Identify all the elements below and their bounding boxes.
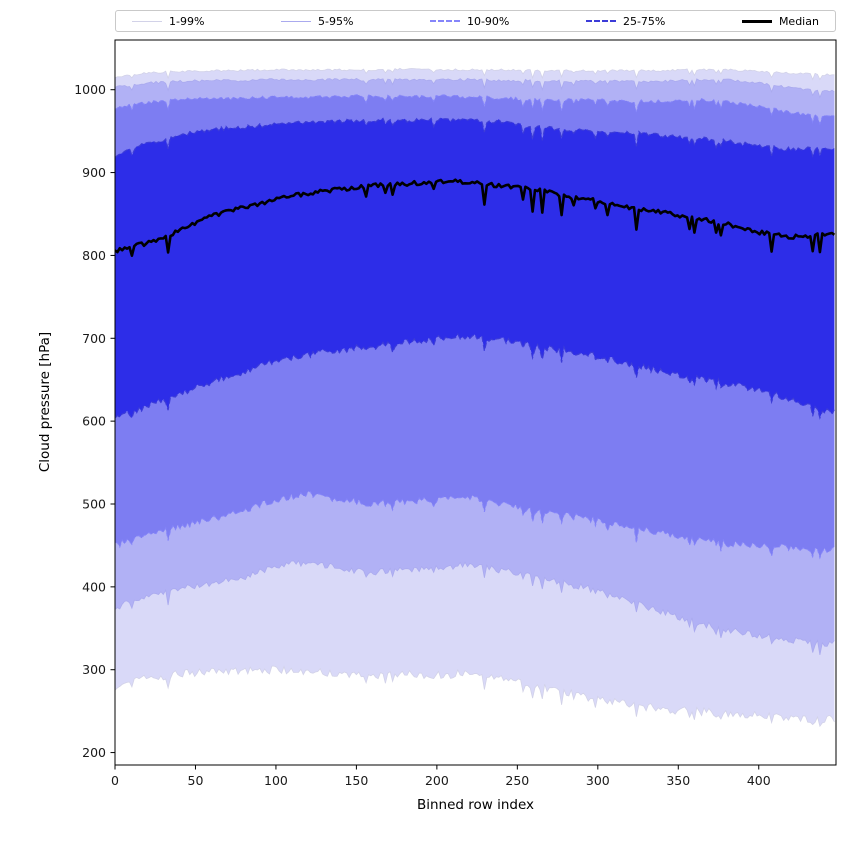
y-axis-label: Cloud pressure [hPa]	[37, 331, 53, 473]
legend-item-25-75: 25-75%	[585, 14, 666, 28]
x-tick-label: 100	[264, 773, 288, 788]
y-tick-label: 800	[82, 248, 106, 263]
legend-item-5-95: 5-95%	[280, 14, 354, 28]
x-tick-label: 0	[111, 773, 119, 788]
legend-label-5-95: 5-95%	[317, 14, 354, 28]
band-upper-edge-5-95%	[115, 78, 835, 99]
y-tick-label: 200	[82, 745, 106, 760]
x-tick-label: 150	[344, 773, 368, 788]
y-tick-label: 600	[82, 414, 106, 429]
band-upper-edge-10-90%	[115, 94, 835, 126]
x-tick-label: 250	[505, 773, 529, 788]
band-lower-edge-10-90%	[115, 490, 835, 560]
x-tick-label: 300	[586, 773, 610, 788]
y-tick-label: 700	[82, 331, 106, 346]
band-lower-edge-25-75%	[115, 332, 835, 420]
legend-label-25-75: 25-75%	[622, 14, 666, 28]
legend: 1-99% 5-95% 10-90% 25-75% Median	[115, 10, 836, 32]
legend-line-median-icon	[741, 19, 772, 23]
x-tick-label: 350	[666, 773, 690, 788]
band-lower-edge-5-95%	[115, 559, 835, 655]
plot-area	[115, 67, 836, 728]
legend-item-1-99: 1-99%	[132, 15, 204, 28]
y-tick-label: 900	[82, 165, 106, 180]
y-tick-label: 300	[82, 662, 106, 677]
x-tick-label: 200	[425, 773, 449, 788]
legend-label-10-90: 10-90%	[466, 14, 510, 28]
median-line	[115, 178, 836, 257]
x-axis-label: Binned row index	[416, 797, 535, 813]
legend-label-median: Median	[778, 14, 819, 28]
x-tick-label: 50	[188, 773, 204, 788]
band-upper-edge-25-75%	[115, 116, 835, 159]
band-lower-edge-1-99%	[115, 665, 835, 728]
y-tick-label: 500	[82, 497, 106, 512]
legend-line-10-90-icon	[429, 20, 460, 22]
legend-item-median: Median	[741, 14, 819, 28]
axes-frame	[114, 39, 837, 766]
legend-line-25-75-icon	[585, 20, 616, 22]
legend-item-10-90: 10-90%	[429, 14, 510, 28]
legend-label-1-99: 1-99%	[169, 14, 205, 28]
legend-line-5-95-icon	[280, 20, 311, 22]
legend-line-1-99-icon	[132, 20, 162, 22]
x-tick-label: 400	[747, 773, 771, 788]
y-tick-label: 1000	[74, 82, 106, 97]
y-tick-label: 400	[82, 579, 106, 594]
band-upper-edge-1-99%	[115, 67, 835, 81]
